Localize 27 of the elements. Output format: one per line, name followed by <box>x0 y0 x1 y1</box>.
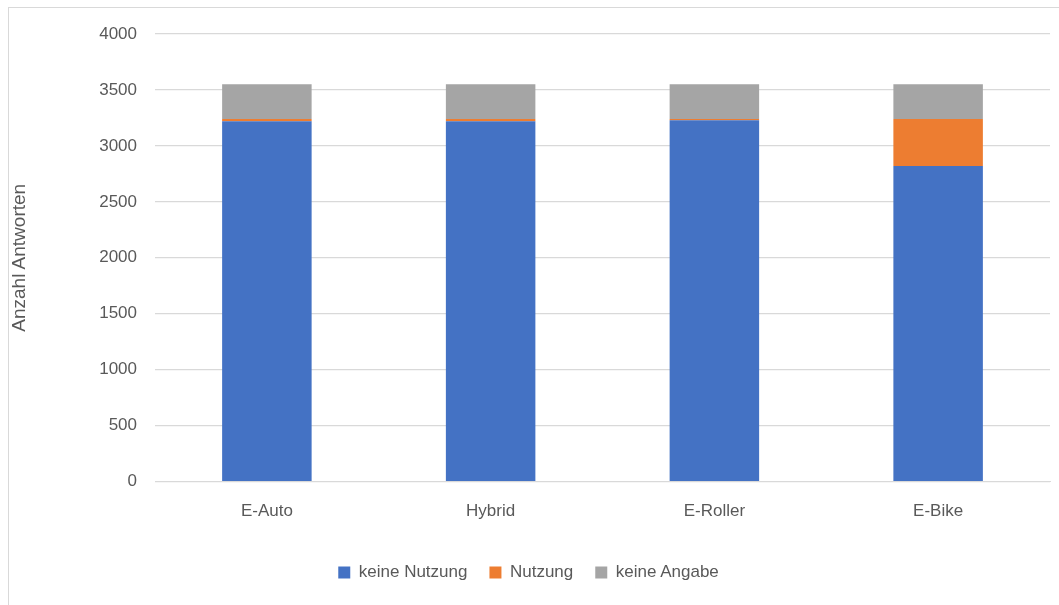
bar <box>893 84 983 120</box>
x-tick-label: E-Roller <box>683 501 746 521</box>
y-tick-label: 3500 <box>99 79 137 99</box>
bar <box>445 121 536 481</box>
bar <box>222 121 312 481</box>
bar <box>222 84 312 120</box>
bar <box>445 84 536 120</box>
y-tick-label: 2500 <box>99 191 137 211</box>
x-tick-label: Hybrid <box>466 501 516 521</box>
y-tick-label: 500 <box>108 415 137 435</box>
y-tick-label: 1000 <box>99 359 137 379</box>
bar <box>669 120 760 481</box>
y-tick-label: 1500 <box>99 303 137 323</box>
bar <box>222 119 312 122</box>
y-tick-label: 4000 <box>99 23 137 43</box>
legend-label: keine Nutzung <box>358 562 468 582</box>
x-tick-label: E-Auto <box>240 501 293 521</box>
bar <box>893 119 983 167</box>
y-tick-label: 0 <box>127 471 137 491</box>
bar <box>893 166 983 481</box>
y-axis-title: Anzahl Antworten <box>7 183 29 332</box>
x-tick-label: E-Bike <box>913 501 964 521</box>
legend-label: Nutzung <box>509 562 574 582</box>
legend-label: keine Angabe <box>615 562 719 582</box>
y-tick-label: 2000 <box>99 247 137 267</box>
y-tick-label: 3000 <box>99 135 137 155</box>
bar <box>669 84 760 120</box>
